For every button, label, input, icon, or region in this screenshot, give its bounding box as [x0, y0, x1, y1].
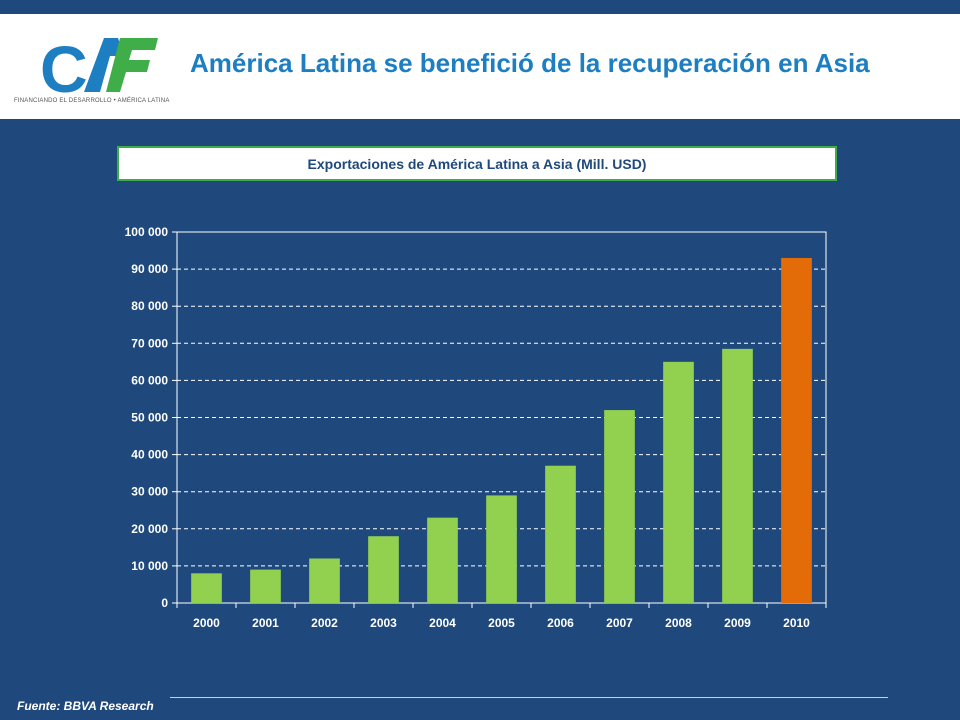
bar-2009 [722, 348, 753, 603]
logo-letter-a [84, 38, 124, 92]
source-divider [170, 697, 888, 698]
x-tick-label: 2007 [606, 616, 633, 630]
bar-2008 [663, 361, 694, 603]
bar-2003 [368, 536, 399, 603]
bar-2001 [250, 569, 281, 603]
y-tick-label: 0 [161, 596, 168, 610]
x-tick-label: 2010 [783, 616, 810, 630]
x-tick-label: 2005 [488, 616, 515, 630]
logo-tagline: FINANCIANDO EL DESARROLLO • AMÉRICA LATI… [14, 98, 170, 104]
y-tick-label: 60 000 [131, 373, 168, 387]
y-tick-label: 90 000 [131, 262, 168, 276]
y-tick-label: 100 000 [125, 225, 169, 239]
bar-2004 [427, 517, 458, 603]
x-tick-label: 2003 [370, 616, 397, 630]
page-title: América Latina se benefició de la recupe… [190, 48, 870, 78]
logo-letter-f [106, 38, 158, 92]
y-tick-label: 50 000 [131, 411, 168, 425]
bar-2006 [545, 465, 576, 603]
bar-2000 [191, 573, 222, 603]
caf-logo: C [40, 32, 158, 106]
header-banner: C FINANCIANDO EL DESARROLLO • AMÉRICA LA… [0, 14, 960, 119]
x-tick-label: 2002 [311, 616, 338, 630]
y-tick-label: 10 000 [131, 559, 168, 573]
logo-letter-c: C [40, 32, 88, 106]
x-tick-label: 2004 [429, 616, 456, 630]
x-tick-label: 2006 [547, 616, 574, 630]
y-tick-label: 40 000 [131, 448, 168, 462]
source-note: Fuente: BBVA Research [17, 699, 154, 713]
x-tick-label: 2001 [252, 616, 279, 630]
chart-title: Exportaciones de América Latina a Asia (… [307, 155, 647, 172]
bar-2007 [604, 410, 635, 603]
x-tick-label: 2008 [665, 616, 692, 630]
chart-title-box: Exportaciones de América Latina a Asia (… [117, 146, 837, 181]
y-tick-label: 20 000 [131, 522, 168, 536]
bar-2005 [486, 495, 517, 603]
x-tick-label: 2009 [724, 616, 751, 630]
y-tick-label: 80 000 [131, 299, 168, 313]
bar-2010 [781, 257, 812, 603]
x-tick-label: 2000 [193, 616, 220, 630]
y-tick-label: 30 000 [131, 485, 168, 499]
y-tick-label: 70 000 [131, 336, 168, 350]
bar-2002 [309, 558, 340, 603]
